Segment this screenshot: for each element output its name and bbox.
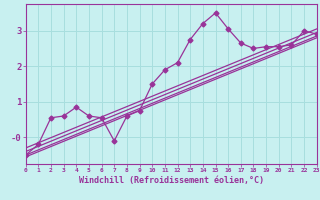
X-axis label: Windchill (Refroidissement éolien,°C): Windchill (Refroidissement éolien,°C): [79, 176, 264, 185]
